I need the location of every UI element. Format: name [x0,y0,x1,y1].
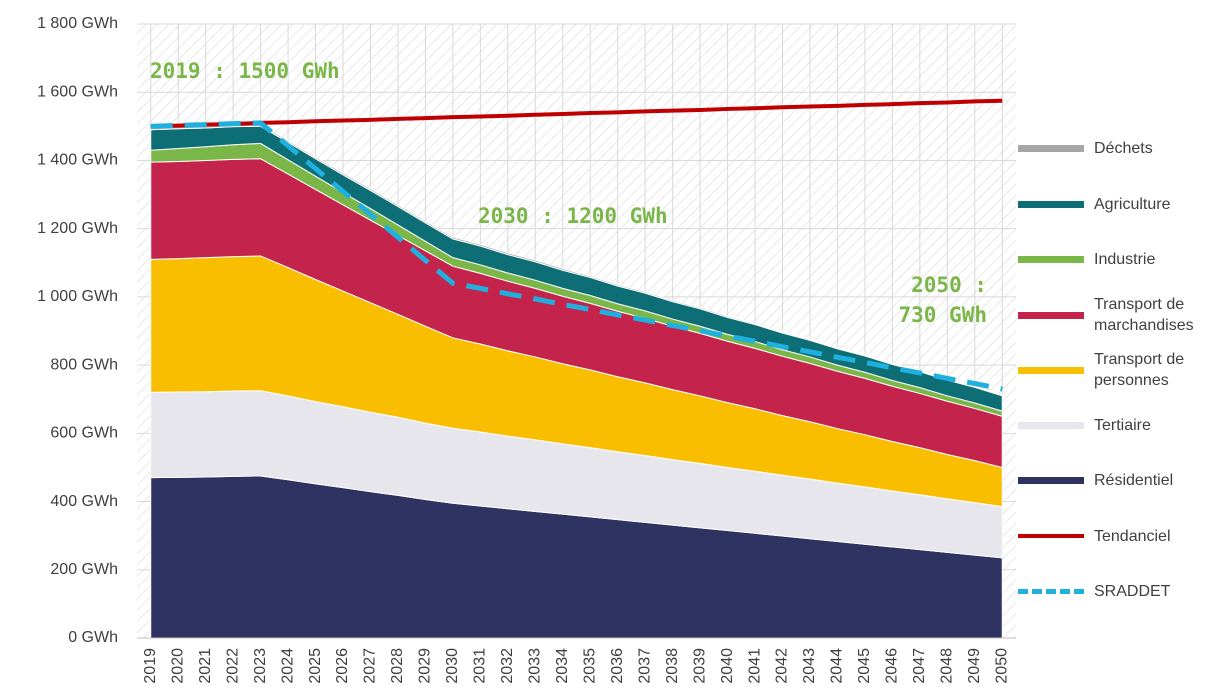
x-tick-label: 2030 [444,648,461,684]
legend-item: Déchets [1018,127,1223,169]
legend-label: Tendanciel [1094,527,1171,545]
annotation: 2019 : 1500 GWh [150,59,340,83]
legend-swatch [1018,588,1084,594]
legend-swatch [1018,366,1084,374]
line [150,120,1003,392]
x-tick-label: 2035 [581,648,598,684]
x-tick-label: 2037 [636,648,653,684]
x-tick-label: 2039 [691,648,708,684]
x-tick-label: 2019 [142,648,159,684]
legend-label: Résidentiel [1094,471,1174,489]
y-tick-label: 0 GWh [68,629,118,646]
legend-label: Déchets [1094,139,1153,157]
legend-item: Tertiaire [1018,404,1223,446]
y-tick-label: 800 GWh [50,356,118,373]
legend-label: Transport de marchandises [1094,296,1194,334]
x-tick-label: 2048 [939,648,956,684]
legend-swatch [1018,421,1084,429]
legend-swatch [1018,200,1084,208]
legend-item: Industrie [1018,238,1223,280]
legend-swatch [1018,476,1084,484]
line [150,98,1003,129]
legend-item: SRADDET [1018,570,1223,612]
y-tick-label: 1 800 GWh [37,15,118,32]
x-tick-label: 2032 [499,648,516,684]
y-tick-label: 1 400 GWh [37,152,118,169]
x-tick-label: 2050 [993,648,1010,684]
x-tick-label: 2029 [417,648,434,684]
x-tick-label: 2026 [334,648,351,684]
x-tick-label: 2020 [169,648,186,684]
x-tick-label: 2043 [801,648,818,684]
x-tick-label: 2041 [746,648,763,684]
x-tick-label: 2031 [472,648,489,684]
legend-swatch [1018,311,1084,319]
x-tick-label: 2028 [389,648,406,684]
annotation: 2030 : 1200 GWh [478,204,668,228]
legend-swatch [1018,255,1084,263]
y-tick-label: 200 GWh [50,561,118,578]
x-tick-label: 2024 [279,648,296,684]
x-tick-label: 2044 [829,648,846,684]
x-tick-label: 2047 [911,648,928,684]
x-tick-label: 2042 [774,648,791,684]
legend-swatch [1018,144,1084,152]
y-tick-label: 1 000 GWh [37,288,118,305]
x-tick-label: 2049 [966,648,983,684]
legend-label: Transport de personnes [1094,351,1185,389]
legend-label: Agriculture [1094,195,1171,213]
x-tick-label: 2036 [609,648,626,684]
legend-label: SRADDET [1094,582,1171,600]
x-tick-label: 2038 [664,648,681,684]
x-tick-label: 2046 [884,648,901,684]
legend-item: Transport de personnes [1018,349,1223,391]
x-tick-label: 2045 [856,648,873,684]
legend-item: Tendanciel [1018,515,1223,557]
x-tick-label: 2027 [362,648,379,684]
x-tick-label: 2040 [719,648,736,684]
x-tick-label: 2033 [527,648,544,684]
x-tick-label: 2022 [224,648,241,684]
legend-swatch [1018,534,1084,538]
x-tick-label: 2034 [554,648,571,684]
legend-item: Résidentiel [1018,459,1223,501]
annotation: 730 GWh [898,303,987,327]
y-tick-label: 600 GWh [50,425,118,442]
area [150,124,1003,397]
x-tick-label: 2021 [197,648,214,684]
annotation: 2050 : [911,273,987,297]
legend-item: Transport de marchandises [1018,294,1223,336]
x-tick-label: 2025 [307,648,324,684]
legend: Déchets Agriculture Industrie Transport de … [1018,0,1229,698]
legend-label: Industrie [1094,250,1156,268]
y-tick-label: 400 GWh [50,493,118,510]
legend-item: Agriculture [1018,183,1223,225]
y-tick-label: 1 600 GWh [37,83,118,100]
x-tick-label: 2023 [252,648,269,684]
y-tick-label: 1 200 GWh [37,220,118,237]
legend-label: Tertiaire [1094,416,1151,434]
